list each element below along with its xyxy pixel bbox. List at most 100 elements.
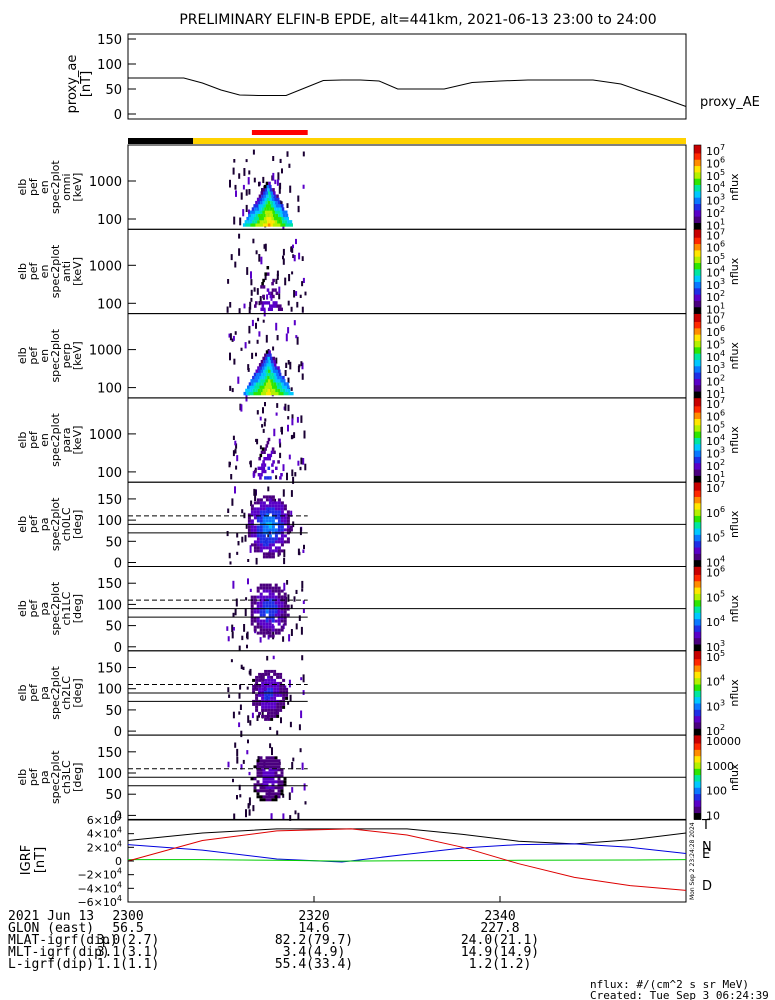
flux-pixel	[268, 534, 272, 538]
colorbar-segment	[694, 343, 701, 346]
colorbar-segment	[694, 328, 701, 331]
flux-pixel	[268, 495, 272, 499]
flux-pixel	[285, 333, 288, 342]
flux-pixel	[247, 513, 251, 517]
flux-pixel	[274, 613, 278, 617]
flux-pixel	[290, 246, 293, 252]
flux-pixel	[258, 204, 261, 208]
flux-pixel	[276, 403, 279, 408]
flux-pixel	[250, 504, 254, 508]
colorbar-segment	[694, 796, 701, 799]
flux-pixel	[251, 319, 254, 327]
flux-pixel	[277, 622, 281, 626]
flux-pixel	[271, 197, 275, 202]
flux-pixel	[298, 724, 301, 731]
flux-pixel	[291, 391, 294, 396]
flux-pixel	[259, 296, 262, 304]
flux-pixel	[264, 705, 268, 709]
flux-pixel	[256, 774, 260, 778]
colorbar-segment	[694, 220, 701, 224]
flux-pixel	[262, 460, 265, 464]
flux-pixel	[260, 285, 263, 289]
flux-pixel	[276, 693, 280, 697]
flux-pixel	[279, 684, 283, 688]
flux-pixel	[258, 391, 262, 396]
flux-pixel	[276, 372, 279, 377]
colorbar-segment	[694, 642, 701, 645]
flux-pixel	[268, 359, 271, 364]
flux-pixel	[283, 613, 287, 617]
flux-pixel	[242, 666, 245, 670]
flux-pixel	[261, 702, 265, 706]
flux-pixel	[264, 356, 268, 361]
colorbar-segment	[694, 456, 701, 460]
colorbar-segment	[694, 695, 701, 698]
flux-pixel	[277, 592, 281, 596]
flux-pixel	[277, 783, 281, 787]
colorbar-segment	[694, 756, 701, 759]
flux-pixel	[263, 216, 267, 221]
colorbar-segment	[694, 555, 701, 559]
colorbar-segment	[694, 564, 701, 567]
flux-pixel	[262, 595, 266, 599]
colorbar-segment	[694, 359, 701, 363]
flux-pixel	[277, 795, 281, 799]
flux-pixel	[284, 385, 288, 389]
colorbar-segment	[694, 391, 701, 395]
colorbar-segment	[694, 427, 701, 430]
flux-pixel	[276, 687, 280, 691]
colorbar-segment	[694, 300, 701, 304]
colorbar-segment	[694, 701, 701, 704]
flux-pixel	[248, 340, 251, 344]
colorbar-segment	[694, 311, 701, 314]
flux-pixel	[270, 684, 274, 688]
flux-pixel	[238, 173, 241, 179]
flux-pixel	[277, 307, 281, 311]
flux-pixel	[258, 672, 262, 676]
flux-pixel	[253, 777, 257, 781]
flux-pixel	[261, 690, 265, 694]
flux-pixel	[279, 476, 282, 480]
colorbar-segment	[694, 707, 701, 711]
flux-pixel	[286, 580, 289, 585]
flux-pixel	[272, 366, 275, 370]
panel-ylabel-line: pef	[27, 177, 40, 196]
colorbar-segment	[694, 686, 701, 690]
flux-pixel	[239, 217, 242, 226]
flux-pixel	[276, 708, 280, 712]
panel-ch0LC: 150100500elbpefpaspec2plotch0LC[deg]1071…	[16, 480, 741, 571]
flux-pixel	[253, 625, 257, 629]
flux-pixel	[263, 213, 266, 218]
flux-pixel	[276, 711, 280, 715]
flux-pixel	[273, 194, 277, 198]
flux-pixel	[256, 391, 259, 396]
flux-pixel	[259, 197, 262, 202]
flux-pixel	[247, 528, 251, 532]
flux-pixel	[287, 594, 290, 602]
flux-pixel	[261, 304, 265, 308]
flux-pixel	[242, 223, 246, 227]
flux-pixel	[301, 373, 304, 380]
flux-pixel	[253, 516, 257, 520]
flux-pixel	[270, 675, 274, 679]
colorbar-segment	[694, 655, 701, 658]
flux-pixel	[257, 366, 260, 370]
flux-pixel	[255, 352, 257, 357]
colorbar-segment	[694, 477, 701, 481]
flux-pixel	[282, 696, 286, 700]
colorbar-segment	[694, 644, 701, 647]
flux-pixel	[256, 288, 259, 295]
flux-pixel	[283, 598, 287, 602]
flux-pixel	[256, 546, 260, 550]
flux-pixel	[273, 678, 277, 682]
flux-pixel	[282, 379, 286, 383]
flux-pixel	[272, 210, 275, 214]
flux-pixel	[290, 629, 293, 636]
flux-pixel	[247, 578, 249, 585]
flux-pixel	[277, 613, 281, 617]
igrf-ylabel: IGRF	[19, 845, 34, 875]
flux-pixel	[282, 223, 286, 227]
colorbar-segment	[694, 317, 701, 321]
flux-pixel	[263, 194, 267, 198]
flux-pixel	[277, 598, 281, 602]
